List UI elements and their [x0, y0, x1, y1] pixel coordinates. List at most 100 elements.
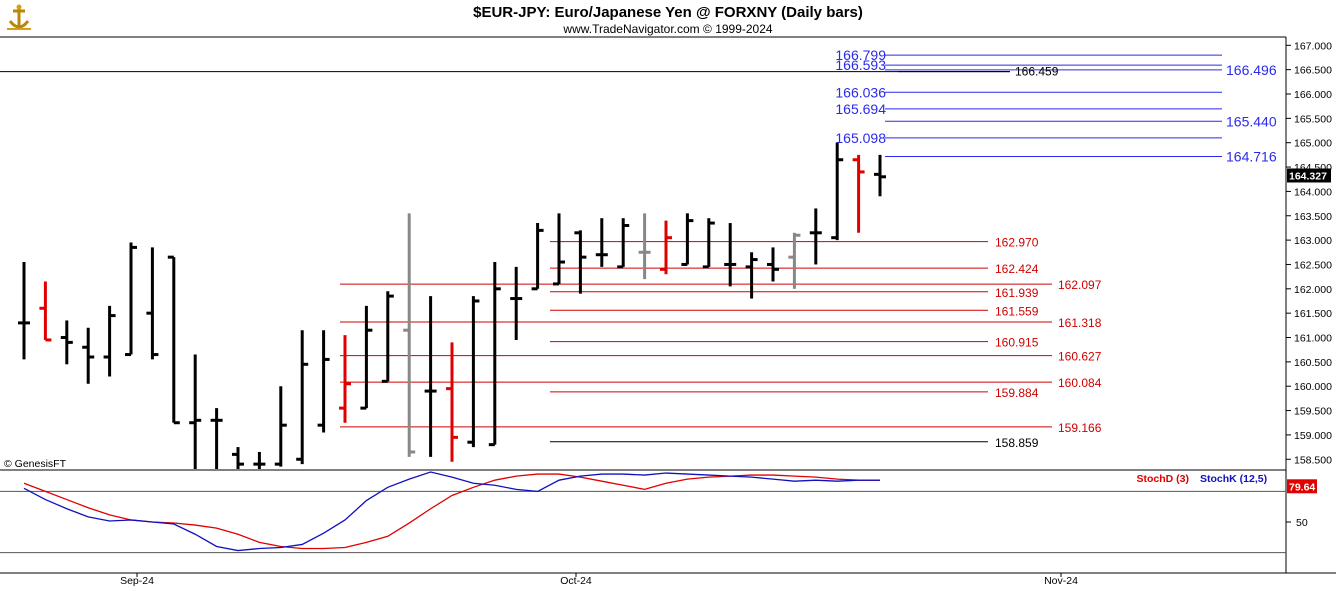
ohlc-bar — [189, 354, 202, 469]
red-level-label: 162.097 — [1058, 278, 1102, 292]
ohlc-bar — [553, 213, 565, 286]
price-tick-label: 162.000 — [1294, 284, 1332, 296]
ohlc-bar — [253, 451, 266, 469]
blue-level-label: 165.098 — [835, 130, 886, 146]
ohlc-bar — [874, 154, 886, 197]
anchor-logo-icon — [4, 3, 34, 33]
ohlc-bar — [167, 255, 180, 425]
red-level-label: 161.318 — [1058, 316, 1102, 330]
ohlc-bar — [638, 213, 651, 280]
ohlc-bar — [488, 262, 501, 447]
last-price-label: 164.327 — [1289, 170, 1327, 182]
plot-background — [0, 37, 1286, 573]
blue-level-label: 166.799 — [835, 47, 886, 63]
ohlc-bar — [574, 230, 587, 294]
price-tick-label: 160.500 — [1294, 357, 1332, 369]
ohlc-bar — [724, 223, 737, 287]
ohlc-bar — [767, 247, 779, 282]
ohlc-bar — [702, 218, 715, 269]
ohlc-bar — [360, 305, 373, 410]
price-tick-label: 167.000 — [1294, 40, 1332, 52]
ohlc-bar — [82, 327, 95, 384]
price-tick-label: 165.000 — [1294, 138, 1332, 150]
ohlc-bar — [210, 408, 223, 469]
ohlc-bar — [660, 220, 672, 275]
red-level-label: 162.970 — [995, 236, 1039, 250]
axes: 158.500 159.000 159.500 160.000 160.500 161.0… — [120, 40, 1332, 587]
last-price-tag — [1287, 168, 1331, 183]
ohlc-bar — [146, 247, 159, 360]
red-level-label: 161.939 — [995, 286, 1039, 300]
x-tick-label: Nov-24 — [1044, 575, 1078, 587]
ohlc-bar — [446, 342, 458, 462]
blue-level-label: 166.593 — [835, 57, 886, 73]
price-tick-label: 161.000 — [1294, 333, 1332, 345]
price-tick-label: 159.000 — [1294, 430, 1332, 442]
x-tick-label: Oct-24 — [560, 575, 592, 587]
ohlc-bar — [788, 232, 801, 289]
price-tick-label: 165.500 — [1294, 113, 1332, 125]
ohlc-bar — [125, 242, 137, 357]
price-tick-label: 159.500 — [1294, 406, 1332, 418]
red-level-label: 159.884 — [995, 386, 1039, 400]
chart-title: $EUR-JPY: Euro/Japanese Yen @ FORXNY (Da… — [473, 4, 863, 21]
ohlc-bar — [531, 223, 544, 291]
ohlc-bar — [424, 296, 437, 457]
ohlc-bar — [617, 218, 630, 269]
red-level-label: 160.915 — [995, 336, 1039, 350]
price-tick-label: 166.500 — [1294, 65, 1332, 77]
red-level-label: 160.084 — [1058, 376, 1102, 390]
price-tick-label: 162.500 — [1294, 259, 1332, 271]
stoch-value-label: 79.64 — [1289, 481, 1315, 493]
ohlc-bar — [467, 296, 480, 448]
x-tick-label: Sep-24 — [120, 575, 154, 587]
price-tick-label: 163.000 — [1294, 235, 1332, 247]
ohlc-bar — [317, 330, 330, 433]
price-tick-label: 164.000 — [1294, 186, 1332, 198]
price-tick-label: 166.000 — [1294, 89, 1332, 101]
stoch-value-tag — [1287, 479, 1317, 494]
ohlc-bar — [339, 335, 351, 423]
price-tick-label: 160.000 — [1294, 381, 1332, 393]
stochastic-panel: StochD (3) StochK (12,5) — [0, 471, 1286, 554]
ohlc-bar — [60, 320, 73, 365]
ohlc-bar — [103, 305, 116, 377]
red-level-label: 161.559 — [995, 304, 1039, 318]
red-level-label: 160.627 — [1058, 350, 1102, 364]
chart-subtitle: www.TradeNavigator.com © 1999-2024 — [562, 22, 772, 36]
ohlc-bar — [595, 218, 608, 267]
price-tick-label: 158.500 — [1294, 454, 1332, 466]
ohlc-bar — [232, 447, 244, 469]
ohlc-bar — [510, 266, 523, 340]
blue-level-label: 165.440 — [1226, 113, 1277, 129]
ohlc-bar — [852, 154, 865, 233]
ohlc-bar — [831, 142, 844, 241]
ohlc-bar — [274, 386, 287, 467]
ohlc-bar — [809, 208, 822, 265]
legend-stochK: StochK (12,5) — [1200, 473, 1267, 485]
ohlc-bar — [681, 213, 694, 266]
blue-level-label: 164.716 — [1226, 149, 1277, 165]
black-level-label: 158.859 — [995, 436, 1039, 450]
ohlc-bar — [745, 252, 758, 299]
red-level-label: 159.166 — [1058, 421, 1102, 435]
ohlc-bar — [381, 291, 394, 383]
blue-level-label: 166.496 — [1226, 62, 1277, 78]
stoch-tick-label: 50 — [1296, 517, 1308, 529]
stoch-series-line — [23, 471, 880, 552]
price-tick-label: 161.500 — [1294, 308, 1332, 320]
watermark: © GenesisFT — [4, 458, 67, 470]
legend-stochD: StochD (3) — [1137, 473, 1190, 485]
ohlc-bar — [296, 330, 309, 465]
ohlc-bar — [403, 213, 416, 457]
black-level-label: 166.459 — [1015, 65, 1059, 79]
ohlc-bar — [18, 262, 30, 360]
price-tick-label: 163.500 — [1294, 211, 1332, 223]
ohlc-bar — [39, 281, 52, 342]
red-level-label: 162.424 — [995, 262, 1039, 276]
blue-level-label: 166.036 — [835, 84, 886, 100]
blue-level-label: 165.694 — [835, 101, 886, 117]
stoch-series-line — [23, 473, 880, 550]
